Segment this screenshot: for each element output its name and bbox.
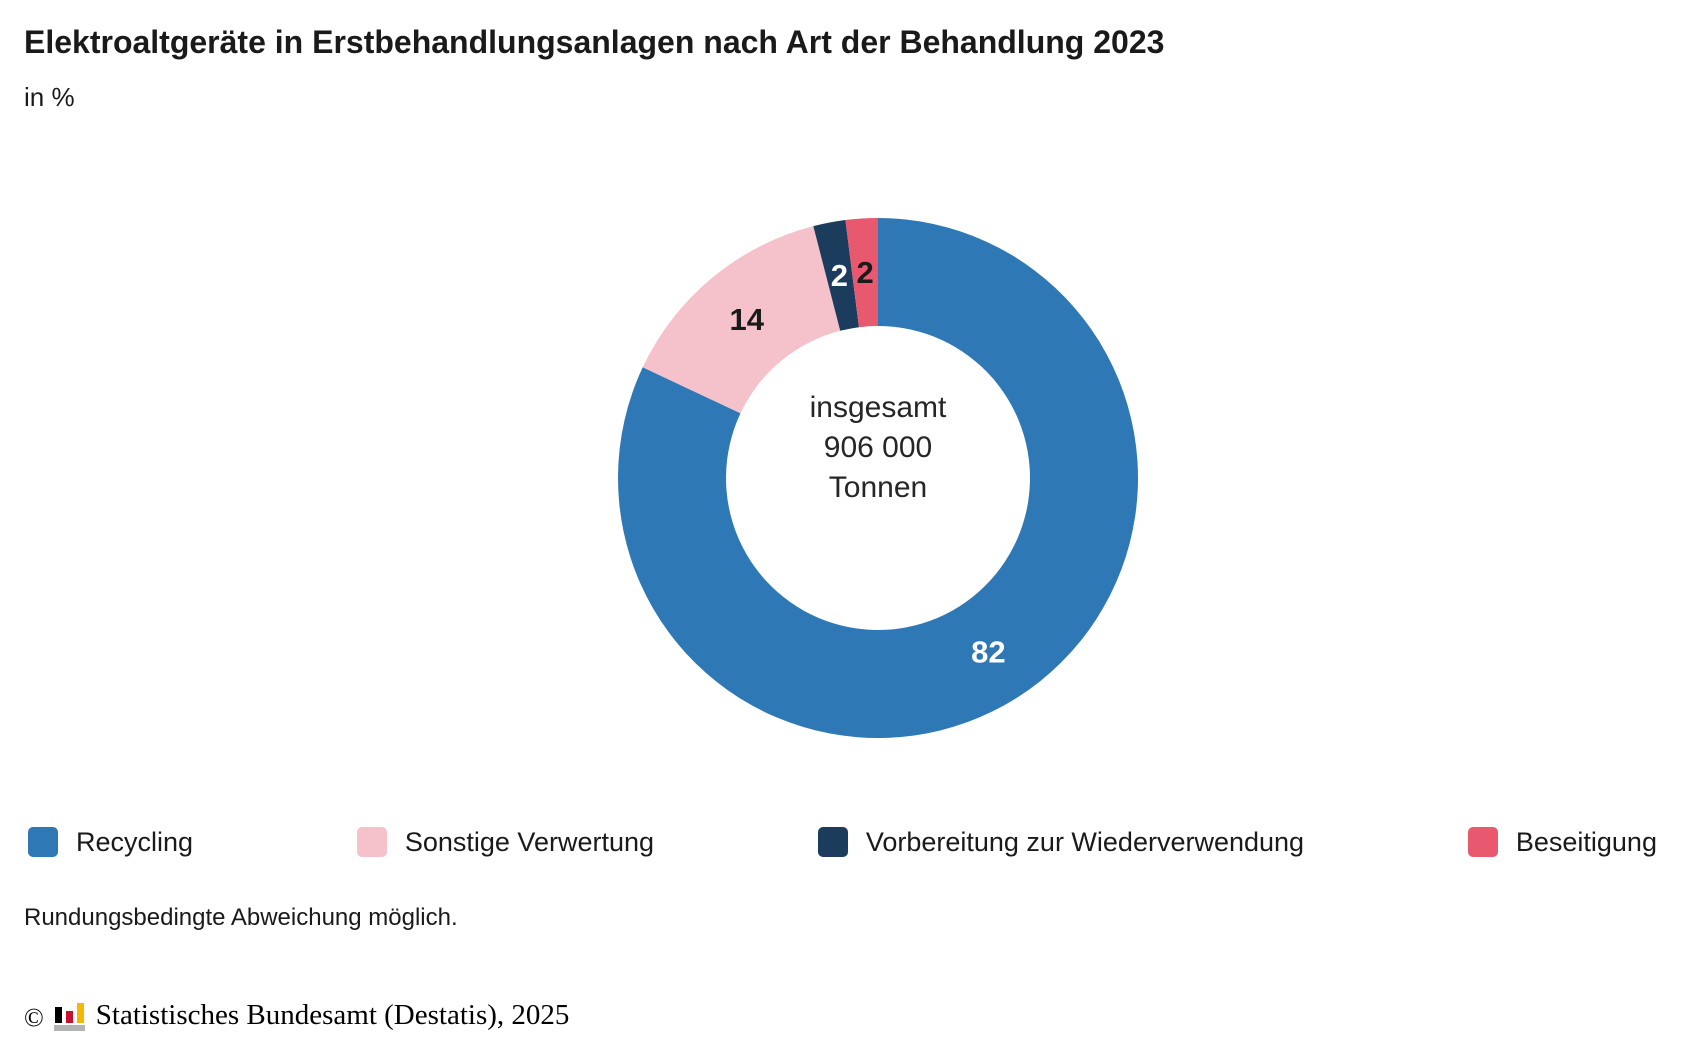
segment-value-label-recycling: 82 — [971, 634, 1005, 669]
legend-label-sonstige-verwertung: Sonstige Verwertung — [404, 826, 655, 857]
footnote: Rundungsbedingte Abweichung möglich. — [24, 904, 458, 931]
segment-value-label-beseitigung: 2 — [856, 255, 873, 290]
legend-label-beseitigung: Beseitigung — [1515, 826, 1657, 857]
logo-base-bar — [53, 1025, 85, 1031]
donut-segment-sonstige-verwertung[interactable] — [642, 226, 841, 414]
center-label-insgesamt: insgesamt — [809, 391, 947, 424]
destatis-logo-icon — [53, 998, 86, 1032]
legend-item-sonstige-verwertung[interactable]: Sonstige Verwertung — [356, 826, 655, 858]
legend: Recycling Sonstige Verwertung Vorbereitu… — [0, 824, 1683, 860]
chart-title: Elektroaltgeräte in Erstbehandlungsanlag… — [24, 24, 1165, 60]
copyright-symbol: © — [24, 1003, 44, 1032]
donut-segment-vorbereitung-zur-wiederverwendung[interactable] — [813, 220, 859, 331]
legend-item-beseitigung[interactable]: Beseitigung — [1467, 826, 1657, 858]
segment-value-label-vorbereitung-zur-wiederverwendung: 2 — [831, 258, 848, 293]
copyright-line: © Statistisches Bundesamt (Destatis), 20… — [24, 998, 569, 1032]
legend-swatch-beseitigung — [1467, 827, 1498, 857]
segment-value-label-sonstige-verwertung: 14 — [729, 302, 764, 337]
donut-segment-recycling[interactable] — [617, 218, 1138, 738]
donut-segment-beseitigung[interactable] — [845, 218, 878, 328]
legend-swatch-vorbereitung-zur-wiederverwendung — [817, 827, 848, 857]
legend-item-recycling[interactable]: Recycling — [28, 827, 193, 858]
chart-unit-label: in % — [24, 82, 75, 112]
legend-label-vorbereitung-zur-wiederverwendung: Vorbereitung zur Wiederverwendung — [865, 826, 1305, 857]
donut-chart: 82 14 2 2 — [617, 218, 1138, 738]
donut-center-label: insgesamt 906 000 Tonnen — [728, 388, 1028, 508]
legend-label-recycling: Recycling — [76, 826, 194, 857]
legend-swatch-sonstige-verwertung — [356, 827, 387, 857]
logo-bar-red — [65, 1011, 73, 1023]
center-label-total-value: 906 000 — [823, 431, 933, 464]
legend-item-vorbereitung-zur-wiederverwendung[interactable]: Vorbereitung zur Wiederverwendung — [817, 826, 1305, 858]
logo-bar-black — [54, 1007, 62, 1023]
copyright-text: Statistisches Bundesamt (Destatis), 2025 — [95, 998, 570, 1031]
legend-swatch-recycling — [28, 827, 58, 857]
logo-bar-gold — [76, 1003, 84, 1023]
center-label-unit: Tonnen — [828, 471, 928, 504]
